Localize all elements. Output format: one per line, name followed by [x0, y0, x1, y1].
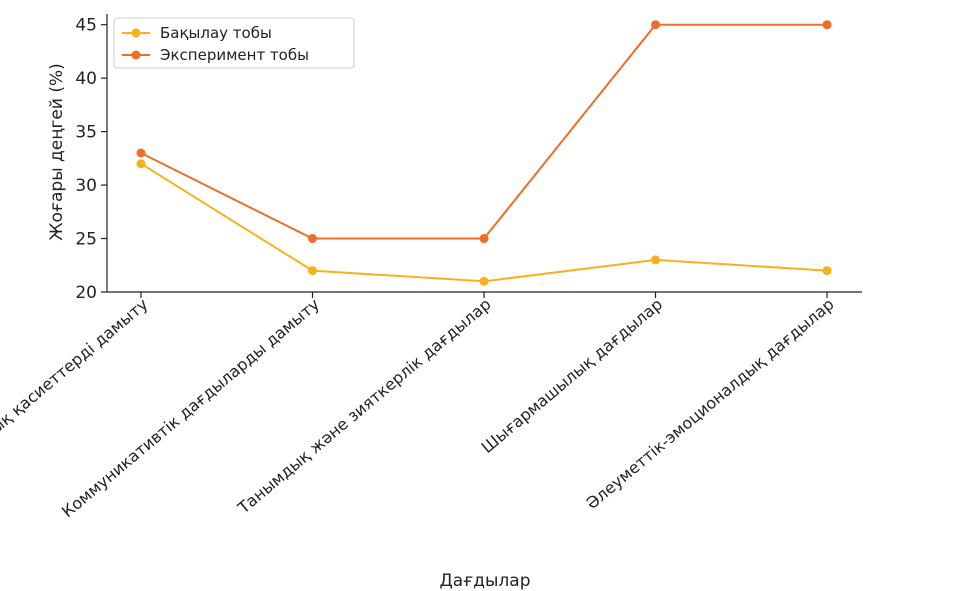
y-axis-title: Жоғары деңгей (%): [47, 63, 67, 241]
legend-marker: [131, 50, 141, 60]
y-tick-label: 20: [75, 283, 97, 303]
y-tick-label: 40: [75, 69, 97, 89]
data-point: [822, 20, 832, 30]
legend-label: Эксперимент тобы: [160, 46, 309, 64]
y-tick-label: 25: [75, 230, 97, 250]
y-tick-label: 45: [75, 16, 97, 36]
x-axis-title: Дағдылар: [440, 571, 531, 591]
x-ticks: Физикалық қасиеттерді дамытуКоммуникатив…: [0, 292, 838, 521]
x-tick-label: Шығармашылық дағдылар: [478, 295, 666, 457]
legend-marker: [131, 28, 141, 38]
legend-box: [113, 17, 355, 69]
data-point: [822, 266, 832, 276]
data-point: [136, 159, 146, 169]
data-point: [479, 276, 489, 286]
data-point: [651, 20, 660, 30]
data-point: [479, 234, 489, 244]
data-point: [136, 148, 146, 158]
legend-label: Бақылау тобы: [160, 24, 272, 42]
series-layer: [136, 20, 832, 286]
y-tick-label: 30: [75, 176, 97, 196]
data-point: [651, 255, 660, 265]
data-point: [308, 234, 317, 244]
legend: Бақылау тобы Эксперимент тобы: [113, 17, 355, 69]
data-point: [308, 266, 317, 276]
y-ticks: 20 25 30 35 40 45: [75, 16, 107, 303]
series-line: [140, 162, 828, 283]
y-tick-label: 35: [75, 123, 97, 143]
